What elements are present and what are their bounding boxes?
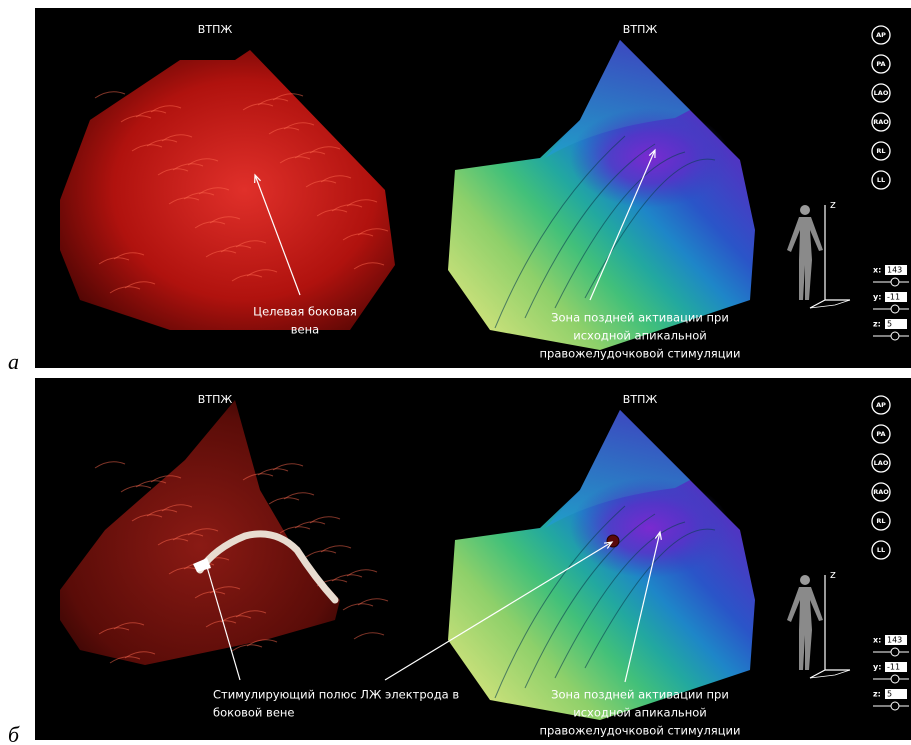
coord-axis: x: [873,636,881,645]
slider-thumb[interactable] [891,702,899,710]
annotation-text: исходной апикальной [573,329,706,343]
slider-thumb[interactable] [891,648,899,656]
coord-axis: y: [873,293,881,302]
view-button-label: AP [876,31,886,39]
figure-head [800,575,810,585]
axis-label: z [830,568,836,581]
slider-thumb[interactable] [891,332,899,340]
figure: а ВТПЖ ВТПЖ Целевая боковая вена Зона поздней… [0,0,911,745]
annotation-text: правожелудочковой стимуляции [540,347,741,361]
annotation-text: вена [291,323,319,337]
view-button-label: PA [876,60,885,68]
view-title: ВТПЖ [198,23,233,36]
coord-axis: z: [873,690,881,699]
coord-axis: x: [873,266,881,275]
coord-value: 5 [887,690,892,699]
annotation-text: исходной апикальной [573,706,706,720]
coord-value: -11 [887,663,900,672]
view-title: ВТПЖ [623,393,658,406]
view-button-label: RL [876,147,885,155]
late-zone [570,108,730,208]
view-button-label: PA [876,430,885,438]
annotation-text: боковой вене [213,706,295,720]
coord-axis: z: [873,320,881,329]
coord-value: 5 [887,320,892,329]
view-button-label: RL [876,517,885,525]
annotation-text: Стимулирующий полюс ЛЖ электрода в [213,688,459,702]
slider-thumb[interactable] [891,675,899,683]
view-title: ВТПЖ [623,23,658,36]
view-button-label: LL [877,176,885,184]
annotation-text: Зона поздней активации при [551,688,729,702]
slider-thumb[interactable] [891,305,899,313]
view-button-label: LL [877,546,885,554]
panel-label: б [8,722,20,745]
figure-head [800,205,810,215]
panel: ВТПЖ ВТПЖ Стимулирующий полюс ЛЖ электрода… [35,378,911,740]
coord-value: 143 [887,266,902,275]
view-button-label: LAO [874,89,889,97]
coord-axis: y: [873,663,881,672]
coord-value: -11 [887,293,900,302]
annotation-text: правожелудочковой стимуляции [540,724,741,738]
view-button-label: RAO [873,488,889,496]
late-zone [570,478,730,578]
coord-value: 143 [887,636,902,645]
view-button-label: RAO [873,118,889,126]
annotation-text: Зона поздней активации при [551,311,729,325]
panel-label: а [8,349,19,374]
slider-thumb[interactable] [891,278,899,286]
axis-label: z [830,198,836,211]
panel: ВТПЖ ВТПЖ Целевая боковая вена Зона поздней … [35,8,911,368]
electrode-pole [607,535,619,547]
view-button-label: LAO [874,459,889,467]
view-title: ВТПЖ [198,393,233,406]
view-button-label: AP [876,401,886,409]
annotation-text: Целевая боковая [253,305,357,319]
